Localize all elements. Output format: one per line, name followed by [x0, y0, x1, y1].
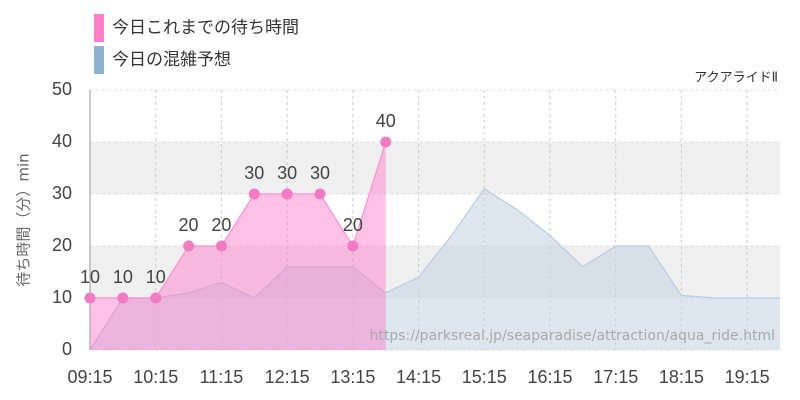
y-tick-label: 20	[52, 235, 72, 255]
x-tick-label: 09:15	[67, 367, 112, 387]
data-label: 20	[343, 215, 363, 235]
legend-label: 今日これまでの待ち時間	[112, 18, 299, 38]
data-point	[150, 292, 162, 304]
data-point	[183, 240, 195, 252]
data-label: 10	[146, 267, 166, 287]
x-tick-label: 11:15	[200, 367, 244, 387]
x-tick-label: 19:15	[725, 367, 770, 387]
y-tick-label: 30	[52, 183, 72, 203]
data-label: 30	[310, 163, 330, 183]
x-tick-label: 16:15	[527, 367, 572, 387]
data-point	[380, 136, 392, 148]
x-tick-label: 18:15	[659, 367, 704, 387]
data-label: 30	[277, 163, 297, 183]
data-point	[84, 292, 96, 304]
data-label: 10	[113, 267, 133, 287]
y-tick-label: 50	[52, 79, 72, 99]
y-tick-label: 40	[52, 131, 72, 151]
data-point	[117, 292, 129, 304]
data-label: 20	[211, 215, 231, 235]
x-tick-label: 15:15	[462, 367, 507, 387]
y-tick-label: 0	[62, 339, 72, 359]
grid-band	[90, 142, 780, 194]
data-label: 20	[179, 215, 199, 235]
legend-swatch	[94, 46, 104, 74]
x-tick-label: 14:15	[396, 367, 441, 387]
area	[90, 188, 780, 350]
series-line	[90, 141, 387, 299]
y-axis-label: 待ち時間（分）min	[15, 153, 33, 286]
x-tick-label: 12:15	[265, 367, 310, 387]
x-tick-label: 10:15	[133, 367, 178, 387]
data-point	[347, 240, 359, 252]
legend-swatch	[94, 14, 104, 42]
x-tick-label: 17:15	[593, 367, 638, 387]
y-tick-label: 10	[52, 287, 72, 307]
x-tick-label: 13:15	[330, 367, 375, 387]
legend-label: 今日の混雑予想	[112, 50, 231, 70]
data-point	[314, 188, 326, 200]
data-label: 40	[376, 111, 396, 131]
data-point	[281, 188, 293, 200]
annotation: https://parksreal.jp/seaparadise/attract…	[370, 328, 776, 344]
data-point	[248, 188, 260, 200]
data-label: 10	[80, 267, 100, 287]
data-label: 30	[244, 163, 264, 183]
chart-subtitle: アクアライドⅡ	[694, 71, 778, 86]
series-line	[89, 187, 780, 351]
data-point	[215, 240, 227, 252]
